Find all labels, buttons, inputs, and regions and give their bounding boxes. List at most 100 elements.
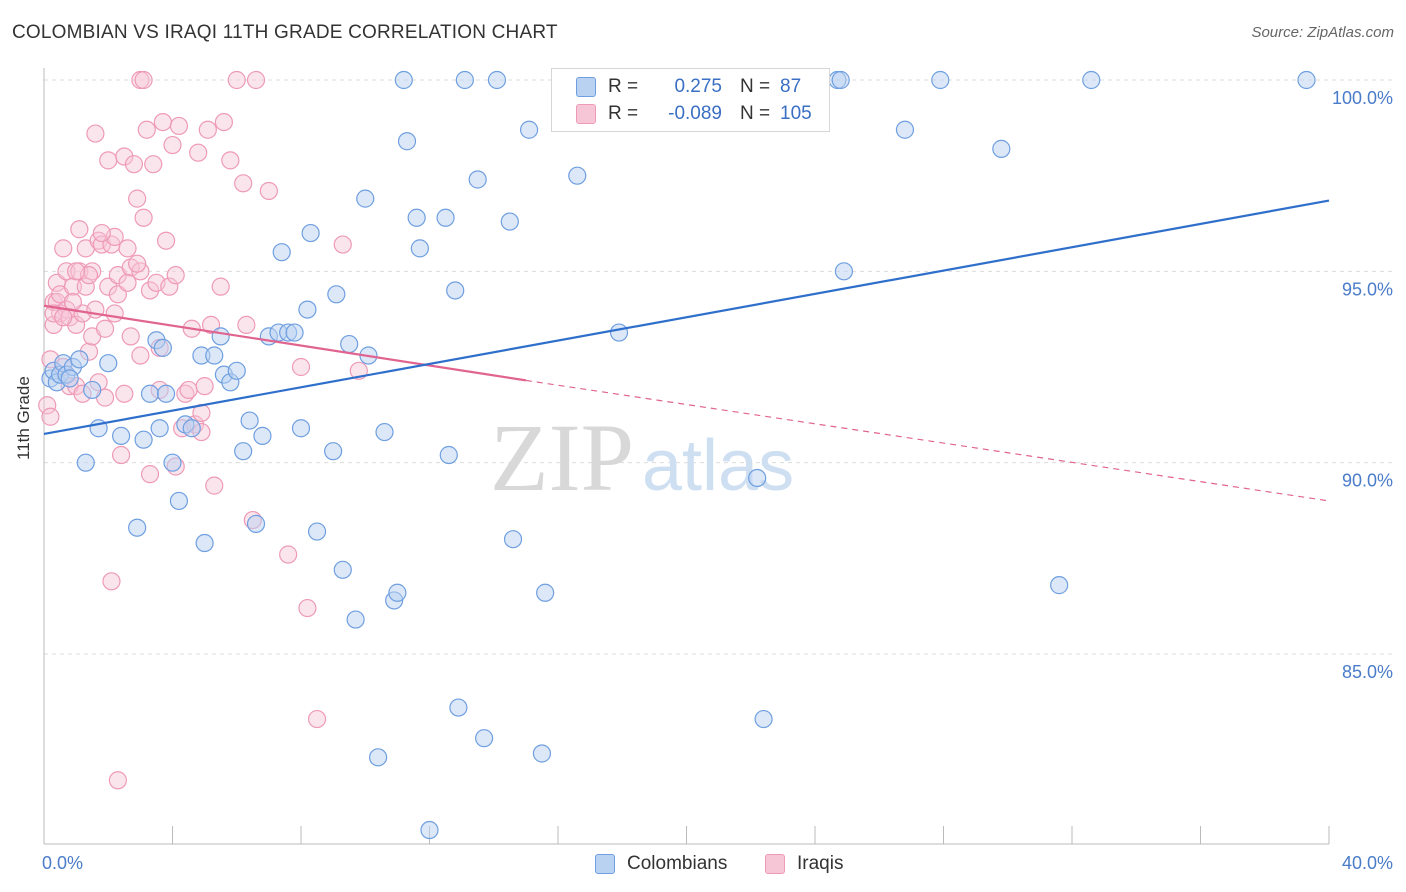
stats-legend: R = 0.275 N = 87 R = -0.089 N = 105: [551, 68, 830, 132]
legend-label-iraqis: Iraqis: [797, 853, 844, 874]
iraqi-point: [140, 465, 160, 484]
y-tick-label: 100.0%: [1332, 88, 1393, 108]
colombian-point: [410, 239, 429, 258]
colombian-point: [449, 698, 468, 717]
colombian-point: [446, 281, 465, 300]
legend-n-value: 105: [780, 103, 812, 124]
iraqi-point: [291, 357, 311, 377]
colombian-point: [153, 338, 172, 357]
colombian-point: [195, 533, 214, 553]
iraqi-point: [211, 277, 230, 296]
colombian-point: [439, 445, 458, 465]
colombian-point: [240, 411, 259, 430]
colombian-point: [324, 442, 343, 461]
iraqi-point: [134, 70, 153, 90]
colombian-point: [234, 442, 253, 461]
legend-n-label: N =: [740, 76, 771, 97]
iraqi-point: [144, 155, 163, 174]
legend-row-iraqis: R = -0.089 N = 105: [576, 102, 812, 126]
colombians-trend-line: [43, 199, 1330, 436]
colombian-point: [246, 514, 266, 533]
colombian-point: [163, 453, 182, 472]
colombian-point: [140, 384, 160, 403]
iraqi-point: [44, 304, 63, 323]
colombian-point: [519, 120, 539, 139]
colombian-point: [327, 285, 346, 304]
watermark-atlas: atlas: [642, 426, 794, 506]
grid-lines: [44, 79, 1395, 655]
colombian-point: [895, 120, 915, 139]
iraqi-point: [124, 155, 144, 174]
iraqi-point: [121, 327, 140, 346]
legend-item-colombians[interactable]: Colombians: [595, 853, 727, 875]
iraqi-point: [153, 112, 172, 132]
colombian-point: [346, 610, 365, 629]
iraqi-point: [92, 223, 111, 243]
colombian-point: [291, 419, 311, 438]
iraqi-point: [111, 445, 131, 465]
colombian-point: [394, 70, 413, 90]
iraqi-point: [169, 116, 189, 136]
colombian-point: [407, 208, 426, 227]
colombian-point: [99, 354, 118, 373]
colombian-point: [1082, 70, 1101, 90]
iraqi-point: [298, 598, 317, 618]
iraqi-point: [221, 151, 240, 170]
colombian-point: [1297, 70, 1316, 90]
iraqi-point: [166, 266, 185, 285]
colombian-point: [487, 70, 507, 90]
iraqi-point: [86, 124, 105, 143]
legend-r-label: R =: [608, 76, 639, 97]
legend-swatch-pink: [765, 854, 785, 874]
iraqi-point: [115, 147, 134, 166]
trend-lines: [43, 199, 1330, 502]
iraqi-point: [128, 254, 147, 273]
legend-n-value: 87: [780, 76, 802, 97]
colombian-point: [169, 491, 189, 511]
colombian-point: [301, 223, 320, 243]
colombian-point: [70, 350, 89, 369]
colombian-point: [609, 323, 629, 342]
chart-title: COLOMBIAN VS IRAQI 11TH GRADE CORRELATIO…: [12, 22, 558, 43]
iraqi-point: [189, 143, 208, 162]
colombian-point: [111, 426, 131, 445]
iraqi-point: [63, 292, 83, 312]
legend-r-value: 0.275: [674, 76, 722, 97]
iraqi-point: [76, 277, 95, 296]
legend-r-value: -0.089: [668, 103, 722, 124]
colombian-point: [375, 422, 394, 442]
colombian-point: [754, 709, 773, 729]
colombian-point: [76, 453, 95, 472]
iraqi-point: [54, 239, 73, 258]
iraqi-point: [307, 709, 327, 729]
colombian-point: [369, 748, 388, 767]
iraqi-point: [108, 771, 127, 790]
iraqi-point: [227, 70, 246, 90]
iraqis-trend-dashed: [525, 379, 1330, 502]
watermark-zip: ZIP: [490, 404, 634, 511]
legend-row-colombians: R = 0.275 N = 87: [576, 75, 801, 99]
iraqi-point: [128, 189, 147, 208]
iraqi-point: [160, 277, 179, 296]
colombian-point: [205, 346, 224, 365]
colombian-point: [992, 139, 1011, 158]
x-axis-min-label: 0.0%: [42, 853, 84, 873]
colombian-point: [931, 70, 950, 90]
colombian-point: [503, 530, 523, 549]
colombian-point: [307, 522, 327, 541]
iraqi-point: [179, 380, 198, 400]
legend-swatch-blue: [576, 77, 596, 97]
y-tick-labels: 100.0% 95.0% 90.0% 85.0%: [1332, 88, 1393, 682]
colombian-point: [227, 361, 246, 380]
iraqi-point: [198, 120, 217, 139]
iraqi-point: [237, 315, 256, 335]
legend-item-iraqis[interactable]: Iraqis: [765, 853, 843, 875]
colombian-point: [388, 583, 407, 602]
iraqi-point: [131, 346, 150, 365]
legend-swatch-pink: [576, 104, 596, 124]
iraqi-point: [102, 572, 121, 591]
y-tick-label: 90.0%: [1342, 471, 1393, 491]
iraqi-point: [214, 112, 233, 132]
iraqi-point: [163, 135, 182, 155]
iraqi-point: [246, 70, 266, 90]
